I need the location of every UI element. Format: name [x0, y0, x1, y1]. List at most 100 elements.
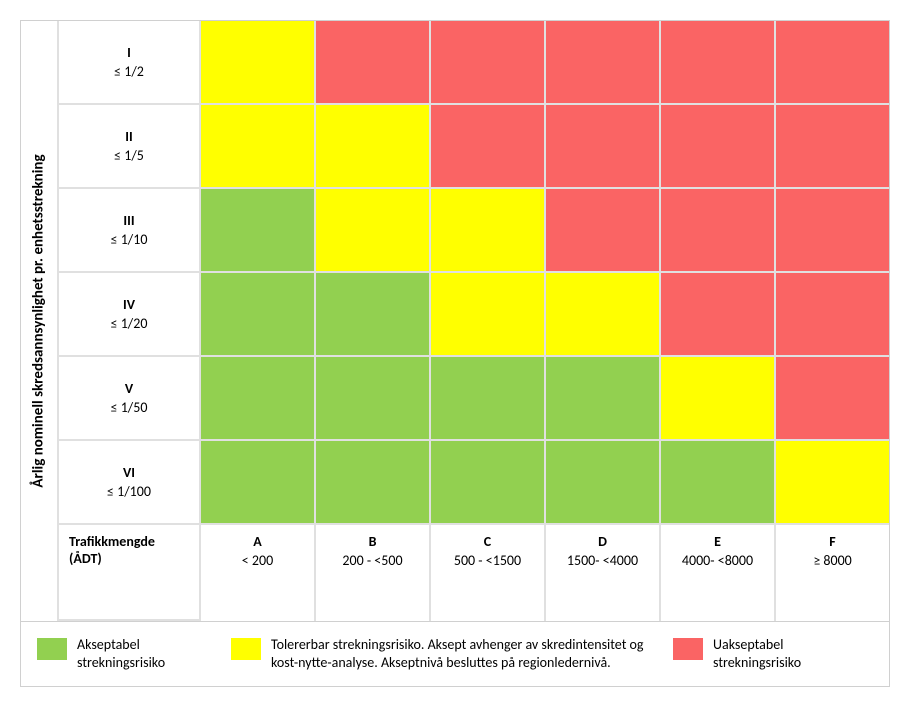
- y-axis-label-cell: Årlig nominell skredsannsynlighet pr. en…: [21, 21, 59, 621]
- matrix-cell: [201, 441, 316, 525]
- x-axis-label: Trafikkmengde (ÅDT): [59, 525, 201, 621]
- matrix-cell: [431, 441, 546, 525]
- matrix-cell: [661, 189, 776, 273]
- row-roman: IV: [123, 296, 135, 313]
- col-footer: C 500 - <1500: [431, 525, 546, 621]
- matrix-cell: [661, 273, 776, 357]
- row-cells: [201, 189, 889, 273]
- y-axis-label: Årlig nominell skredsannsynlighet pr. en…: [30, 154, 48, 487]
- col-footer: D 1500- <4000: [546, 525, 661, 621]
- col-letter: D: [598, 533, 607, 550]
- matrix-cell: [546, 273, 661, 357]
- matrix-row: II ≤ 1/5: [59, 105, 889, 189]
- col-range: 200 - <500: [342, 552, 402, 569]
- column-footer-row: Trafikkmengde (ÅDT) A < 200 B 200 - <500…: [59, 525, 889, 621]
- row-cells: [201, 21, 889, 105]
- row-header: I ≤ 1/2: [59, 21, 201, 105]
- row-header: V ≤ 1/50: [59, 357, 201, 441]
- row-cells: [201, 273, 889, 357]
- matrix-cell: [431, 189, 546, 273]
- row-header: IV ≤ 1/20: [59, 273, 201, 357]
- row-sub: ≤ 1/2: [114, 63, 144, 80]
- col-range: < 200: [242, 552, 273, 569]
- legend-item-red: Uakseptabel strekningsrisiko: [673, 636, 873, 672]
- legend-text-red: Uakseptabel strekningsrisiko: [713, 636, 873, 672]
- matrix-cell: [661, 21, 776, 105]
- matrix-row: V ≤ 1/50: [59, 357, 889, 441]
- matrix-cell: [431, 105, 546, 189]
- legend-item-green: Akseptabel strekningsrisiko: [37, 636, 217, 672]
- matrix-cell: [201, 273, 316, 357]
- col-letter: B: [369, 533, 377, 550]
- matrix-row: III ≤ 1/10: [59, 189, 889, 273]
- matrix-main: I ≤ 1/2 II ≤ 1/5: [59, 21, 889, 621]
- row-roman: II: [125, 128, 132, 145]
- legend-text-yellow: Tolererbar strekningsrisiko. Aksept avhe…: [271, 636, 659, 672]
- col-footer: A < 200: [201, 525, 316, 621]
- row-roman: III: [123, 212, 134, 229]
- row-header: II ≤ 1/5: [59, 105, 201, 189]
- matrix-cell: [546, 189, 661, 273]
- row-cells: [201, 105, 889, 189]
- matrix-cell: [201, 105, 316, 189]
- matrix-row: I ≤ 1/2: [59, 21, 889, 105]
- col-letter: E: [714, 533, 721, 550]
- row-sub: ≤ 1/20: [111, 315, 148, 332]
- matrix-cell: [431, 273, 546, 357]
- matrix-cell: [431, 357, 546, 441]
- swatch-green: [37, 638, 67, 660]
- matrix-cell: [546, 21, 661, 105]
- col-footer: F ≥ 8000: [776, 525, 889, 621]
- matrix-cell: [661, 105, 776, 189]
- col-range: ≥ 8000: [813, 552, 852, 569]
- row-cells: [201, 357, 889, 441]
- row-roman: V: [125, 380, 133, 397]
- legend-text-green: Akseptabel strekningsrisiko: [77, 636, 217, 672]
- matrix-cell: [316, 189, 431, 273]
- matrix-cell: [776, 21, 889, 105]
- row-sub: ≤ 1/10: [111, 231, 148, 248]
- col-letter: C: [484, 533, 491, 550]
- matrix-cell: [316, 105, 431, 189]
- matrix-cell: [201, 21, 316, 105]
- row-roman: VI: [123, 464, 135, 481]
- col-footer: B 200 - <500: [316, 525, 431, 621]
- col-range: 4000- <8000: [682, 552, 753, 569]
- matrix-cell: [431, 21, 546, 105]
- matrix-cell: [546, 357, 661, 441]
- matrix-row: VI ≤ 1/100: [59, 441, 889, 525]
- matrix-cell: [546, 105, 661, 189]
- matrix-cell: [776, 105, 889, 189]
- col-range: 1500- <4000: [567, 552, 638, 569]
- matrix-cell: [776, 441, 889, 525]
- risk-matrix: Årlig nominell skredsannsynlighet pr. en…: [20, 20, 890, 622]
- column-footer-cells: A < 200 B 200 - <500 C 500 - <1500 D 150…: [201, 525, 889, 621]
- col-range: 500 - <1500: [454, 552, 521, 569]
- matrix-cell: [316, 273, 431, 357]
- row-sub: ≤ 1/5: [114, 147, 144, 164]
- matrix-cell: [316, 21, 431, 105]
- col-footer: E 4000- <8000: [661, 525, 776, 621]
- row-header: VI ≤ 1/100: [59, 441, 201, 525]
- row-sub: ≤ 1/100: [107, 483, 151, 500]
- matrix-cell: [776, 189, 889, 273]
- matrix-cell: [776, 273, 889, 357]
- matrix-row: IV ≤ 1/20: [59, 273, 889, 357]
- matrix-cell: [316, 441, 431, 525]
- risk-matrix-wrapper: Årlig nominell skredsannsynlighet pr. en…: [20, 20, 890, 687]
- matrix-cell: [661, 357, 776, 441]
- matrix-cell: [546, 441, 661, 525]
- legend-item-yellow: Tolererbar strekningsrisiko. Aksept avhe…: [231, 636, 659, 672]
- matrix-cell: [316, 357, 431, 441]
- row-cells: [201, 441, 889, 525]
- matrix-cell: [201, 189, 316, 273]
- matrix-cell: [776, 357, 889, 441]
- matrix-cell: [661, 441, 776, 525]
- col-letter: A: [253, 533, 261, 550]
- swatch-red: [673, 638, 703, 660]
- row-roman: I: [127, 44, 131, 61]
- row-header: III ≤ 1/10: [59, 189, 201, 273]
- legend: Akseptabel strekningsrisiko Tolererbar s…: [20, 622, 890, 687]
- row-sub: ≤ 1/50: [111, 399, 148, 416]
- matrix-cell: [201, 357, 316, 441]
